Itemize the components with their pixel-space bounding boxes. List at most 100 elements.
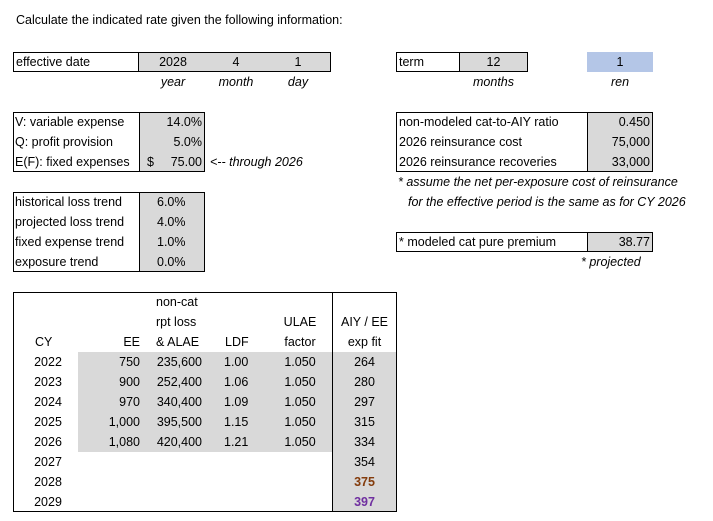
fixed-expense-trend-label: fixed expense trend (15, 235, 125, 249)
modeled-cat-value: 38.77 (618, 235, 650, 249)
header-ulae-line-1: ULAE (283, 315, 317, 329)
trends-divider (139, 192, 140, 272)
effective-year-value: 2028 (159, 55, 187, 69)
trends-value-fill (139, 192, 205, 272)
cell-loss: 235,600 (156, 355, 202, 369)
header-cy: CY (35, 335, 53, 349)
cell-cy: 2025 (34, 415, 62, 429)
expenses-divider (139, 112, 140, 172)
fixed-expense-value: 75.00 (170, 155, 202, 169)
non-modeled-cat-ratio-label: non-modeled cat-to-AIY ratio (399, 115, 559, 129)
historical-loss-trend-label: historical loss trend (15, 195, 122, 209)
reinsurance-cost-value: 75,000 (611, 135, 650, 149)
cell-ee (78, 492, 140, 512)
term-label: term (399, 55, 424, 69)
cell-loss: 252,400 (156, 375, 202, 389)
effective-month-value: 4 (232, 55, 240, 69)
cell-cy: 2022 (34, 355, 62, 369)
cell-ldf: 1.00 (224, 355, 249, 369)
reinsurance-divider (587, 112, 588, 172)
cell-ulae: 1.050 (284, 415, 316, 429)
cell-loss: 395,500 (156, 415, 202, 429)
cell-ldf: 1.06 (224, 375, 249, 389)
effective-day-value: 1 (294, 55, 302, 69)
aiy-column-divider (332, 292, 333, 512)
term-value-fill (460, 53, 527, 71)
cell-ee (78, 472, 140, 492)
reinsurance-value-fill (587, 112, 653, 172)
modeled-cat-note: * projected (581, 255, 641, 269)
effective-day-label: day (287, 75, 309, 89)
cell-ldf (224, 452, 254, 472)
cell-cy: 2023 (34, 375, 62, 389)
cell-loss (140, 472, 202, 492)
effective-month-label: month (218, 75, 254, 89)
cell-aiy: 334 (354, 435, 375, 449)
cell-ulae (268, 492, 332, 512)
term-border (396, 52, 528, 72)
cell-ldf: 1.09 (224, 395, 249, 409)
cell-loss (140, 452, 202, 472)
modeled-cat-value-fill (587, 232, 653, 252)
header-loss-line-1: non-cat (156, 295, 198, 309)
cell-aiy: 397 (354, 495, 375, 509)
header-ulae-line-2: factor (284, 335, 316, 349)
expenses-border (13, 112, 205, 172)
cell-ee: 1,000 (108, 415, 140, 429)
cell-loss: 340,400 (156, 395, 202, 409)
cell-loss: 420,400 (156, 435, 202, 449)
data-table-border (13, 292, 397, 512)
header-ee: EE (123, 335, 140, 349)
reinsurance-note-line-2: for the effective period is the same as … (408, 195, 686, 209)
aiy-column-fill (333, 352, 396, 512)
cell-ldf: 1.15 (224, 415, 249, 429)
cell-ee: 970 (119, 395, 140, 409)
projected-loss-trend-label: projected loss trend (15, 215, 125, 229)
fixed-expense-label: E(F): fixed expenses (15, 155, 130, 169)
effective-date-label: effective date (16, 55, 91, 69)
cell-ee: 750 (119, 355, 140, 369)
historical-loss-trend-value: 6.0% (157, 195, 186, 209)
term-unit-label: months (473, 75, 514, 89)
reinsurance-border (396, 112, 653, 172)
non-modeled-cat-ratio-value: 0.450 (618, 115, 650, 129)
ren-label: ren (610, 75, 630, 89)
reinsurance-cost-label: 2026 reinsurance cost (399, 135, 522, 149)
cell-ulae: 1.050 (284, 435, 316, 449)
ren-value-box (587, 52, 653, 72)
modeled-cat-divider (587, 232, 588, 252)
header-loss-line-3: & ALAE (156, 335, 200, 349)
cell-aiy: 354 (354, 455, 375, 469)
cell-cy: 2029 (34, 495, 62, 509)
cell-ulae (268, 452, 332, 472)
profit-provision-value: 5.0% (173, 135, 203, 149)
reinsurance-recoveries-value: 33,000 (611, 155, 650, 169)
page-title: Calculate the indicated rate given the f… (16, 13, 343, 27)
cell-cy: 2028 (34, 475, 62, 489)
cell-ee: 1,080 (108, 435, 140, 449)
effective-date-border (13, 52, 331, 72)
reinsurance-recoveries-label: 2026 reinsurance recoveries (399, 155, 557, 169)
modeled-cat-border (396, 232, 653, 252)
cell-ldf: 1.21 (224, 435, 249, 449)
cell-ee: 900 (119, 375, 140, 389)
cell-aiy: 297 (354, 395, 375, 409)
effective-year-label: year (160, 75, 186, 89)
cell-ulae: 1.050 (284, 355, 316, 369)
cell-loss (140, 492, 202, 512)
variable-expense-label: V: variable expense (15, 115, 125, 129)
cell-aiy: 315 (354, 415, 375, 429)
cell-ldf (224, 472, 254, 492)
trends-border (13, 192, 205, 272)
header-ldf: LDF (225, 335, 249, 349)
profit-provision-label: Q: profit provision (15, 135, 113, 149)
fixed-expense-currency: $ (147, 155, 154, 169)
term-divider (459, 52, 460, 72)
exposure-trend-label: exposure trend (15, 255, 99, 269)
cell-ldf (224, 492, 254, 512)
exposure-trend-value: 0.0% (157, 255, 186, 269)
reinsurance-note-line-1: * assume the net per-exposure cost of re… (398, 175, 678, 189)
header-aiy-line-2: exp fit (347, 335, 382, 349)
modeled-cat-label: * modeled cat pure premium (399, 235, 557, 249)
cell-aiy: 264 (354, 355, 375, 369)
